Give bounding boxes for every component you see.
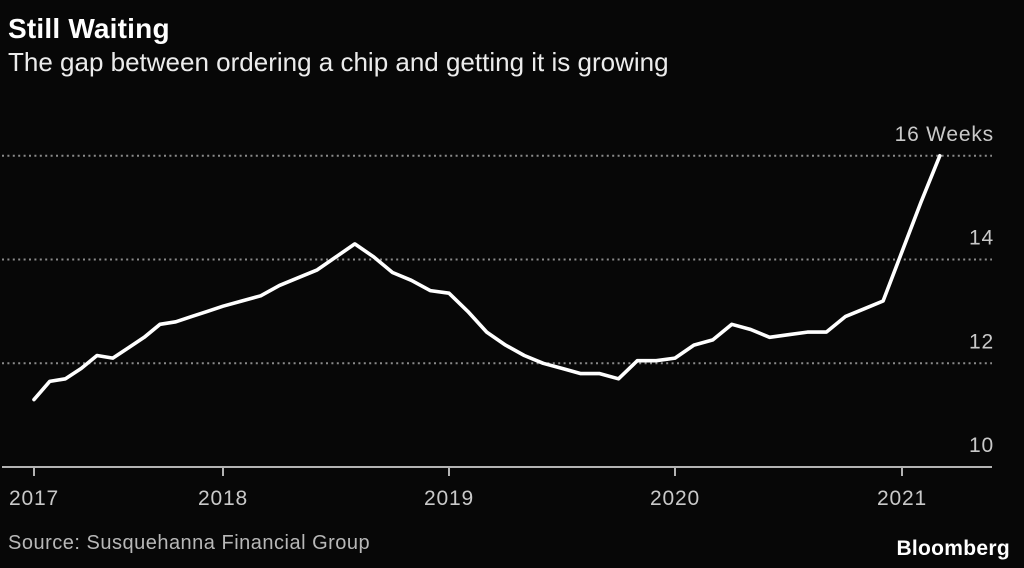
y-axis-label-16: 16 Weeks <box>895 123 994 146</box>
lead-time-line <box>32 154 942 402</box>
x-axis-label-2018: 2018 <box>198 487 248 510</box>
chart-subtitle: The gap between ordering a chip and gett… <box>8 47 669 78</box>
y-axis-label-10: 10 <box>969 434 994 457</box>
y-axis-label-14: 14 <box>969 227 994 250</box>
x-axis-label-2017: 2017 <box>9 487 59 510</box>
x-axis-label-2021: 2021 <box>877 487 927 510</box>
chart-header: Still Waiting The gap between ordering a… <box>8 13 1016 77</box>
source-text: Source: Susquehanna Financial Group <box>8 532 371 554</box>
bloomberg-logo: Bloomberg <box>896 537 1010 560</box>
chart-title: Still Waiting <box>8 13 170 44</box>
x-axis-label-2020: 2020 <box>650 487 700 510</box>
x-axis-label-2019: 2019 <box>424 487 474 510</box>
y-axis-label-12: 12 <box>969 330 994 353</box>
